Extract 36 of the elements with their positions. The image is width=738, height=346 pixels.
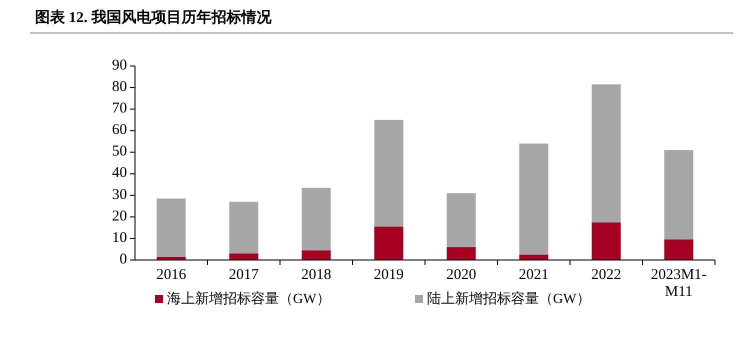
bar <box>229 254 258 260</box>
y-tick-label: 90 <box>112 57 127 74</box>
y-tick-label: 60 <box>112 122 127 138</box>
bar <box>592 84 621 222</box>
y-tick-label: 10 <box>112 230 127 246</box>
legend-label: 陆上新增招标容量（GW） <box>427 291 590 308</box>
bar <box>446 193 476 248</box>
bar <box>519 254 548 260</box>
y-tick-label: 20 <box>112 208 127 224</box>
bar <box>592 222 621 260</box>
x-tick-label: 2019 <box>374 267 404 283</box>
x-tick-label: 2020 <box>446 267 476 283</box>
y-tick-label: 0 <box>120 251 127 268</box>
bar <box>156 198 186 257</box>
y-tick-label: 50 <box>112 144 127 160</box>
bar <box>374 120 404 227</box>
x-tick-label: 2018 <box>301 267 332 283</box>
x-tick-label: 2017 <box>228 267 260 283</box>
bar <box>664 150 694 240</box>
bar <box>446 247 476 260</box>
bar <box>664 240 694 260</box>
bar <box>374 226 404 260</box>
y-tick-label: 40 <box>112 165 127 182</box>
y-tick-label: 30 <box>112 186 127 203</box>
y-tick-label: 80 <box>112 78 127 95</box>
chart-title: 图表 12. 我国风电项目历年招标情况 <box>35 9 272 26</box>
x-tick-label: 2022 <box>591 267 622 283</box>
x-tick-label: 2023M1- M11 <box>650 267 707 300</box>
bar <box>302 250 331 260</box>
x-tick-label: 2021 <box>518 267 549 283</box>
bar <box>229 202 258 254</box>
bar <box>519 144 548 255</box>
legend-label: 海上新增招标容量（GW） <box>167 291 330 308</box>
bar <box>302 188 331 250</box>
y-tick-label: 70 <box>112 100 127 117</box>
x-tick-label: 2016 <box>156 267 187 283</box>
